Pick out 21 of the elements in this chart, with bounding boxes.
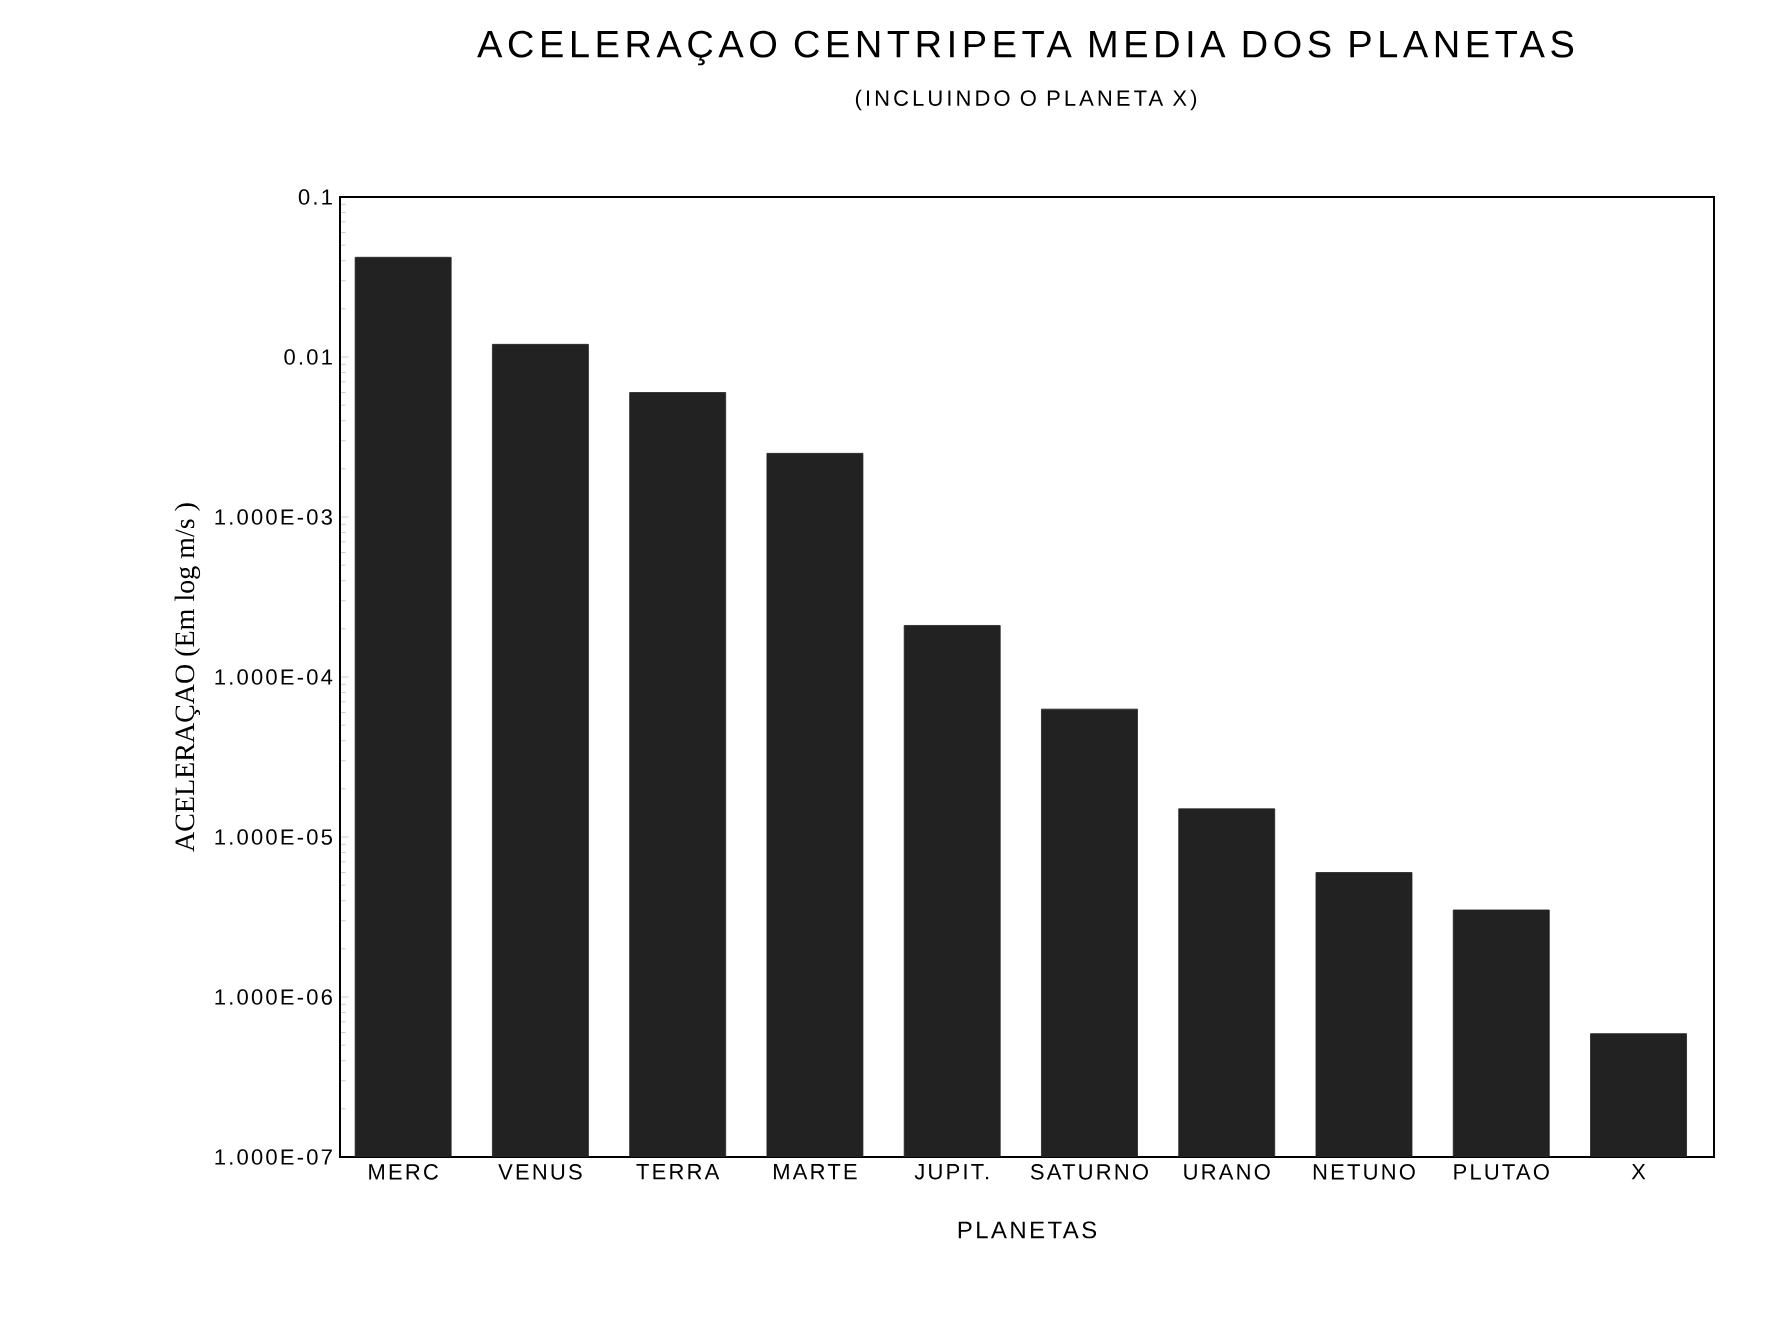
- x-tick-label: TERRA: [636, 1164, 720, 1180]
- y-tick-label: 0.1: [298, 189, 332, 205]
- y-tick-label: 1.000E-03: [215, 509, 332, 525]
- y-axis-title: ACELERAÇAO (Em log m/s ): [174, 503, 201, 852]
- x-tick-label: SATURNO: [1030, 1164, 1148, 1180]
- x-tick-label: URANO: [1184, 1164, 1270, 1180]
- y-tick-label: 1.000E-07: [215, 1149, 332, 1165]
- x-tick-label: MERC: [369, 1164, 438, 1180]
- y-tick-label: 1.000E-06: [215, 989, 332, 1005]
- x-tick-label: PLUTAO: [1454, 1164, 1549, 1180]
- y-tick-label: 0.01: [284, 349, 332, 365]
- x-tick-label: JUPIT.: [914, 1164, 989, 1180]
- x-axis-title: PLANETAS: [958, 1221, 1097, 1239]
- x-tick-label: NETUNO: [1313, 1164, 1415, 1180]
- y-tick-label: 1.000E-05: [215, 829, 332, 845]
- chart-subtitle: (INCLUINDO O PLANETA X): [855, 89, 1197, 111]
- y-tick-label: 1.000E-04: [215, 669, 333, 685]
- chart-title: ACELERAÇAO CENTRIPETA MEDIA DOS PLANETAS: [477, 30, 1574, 66]
- x-tick-label: VENUS: [498, 1164, 582, 1180]
- x-tick-label: MARTE: [774, 1164, 857, 1180]
- x-tick-label: X: [1631, 1164, 1646, 1180]
